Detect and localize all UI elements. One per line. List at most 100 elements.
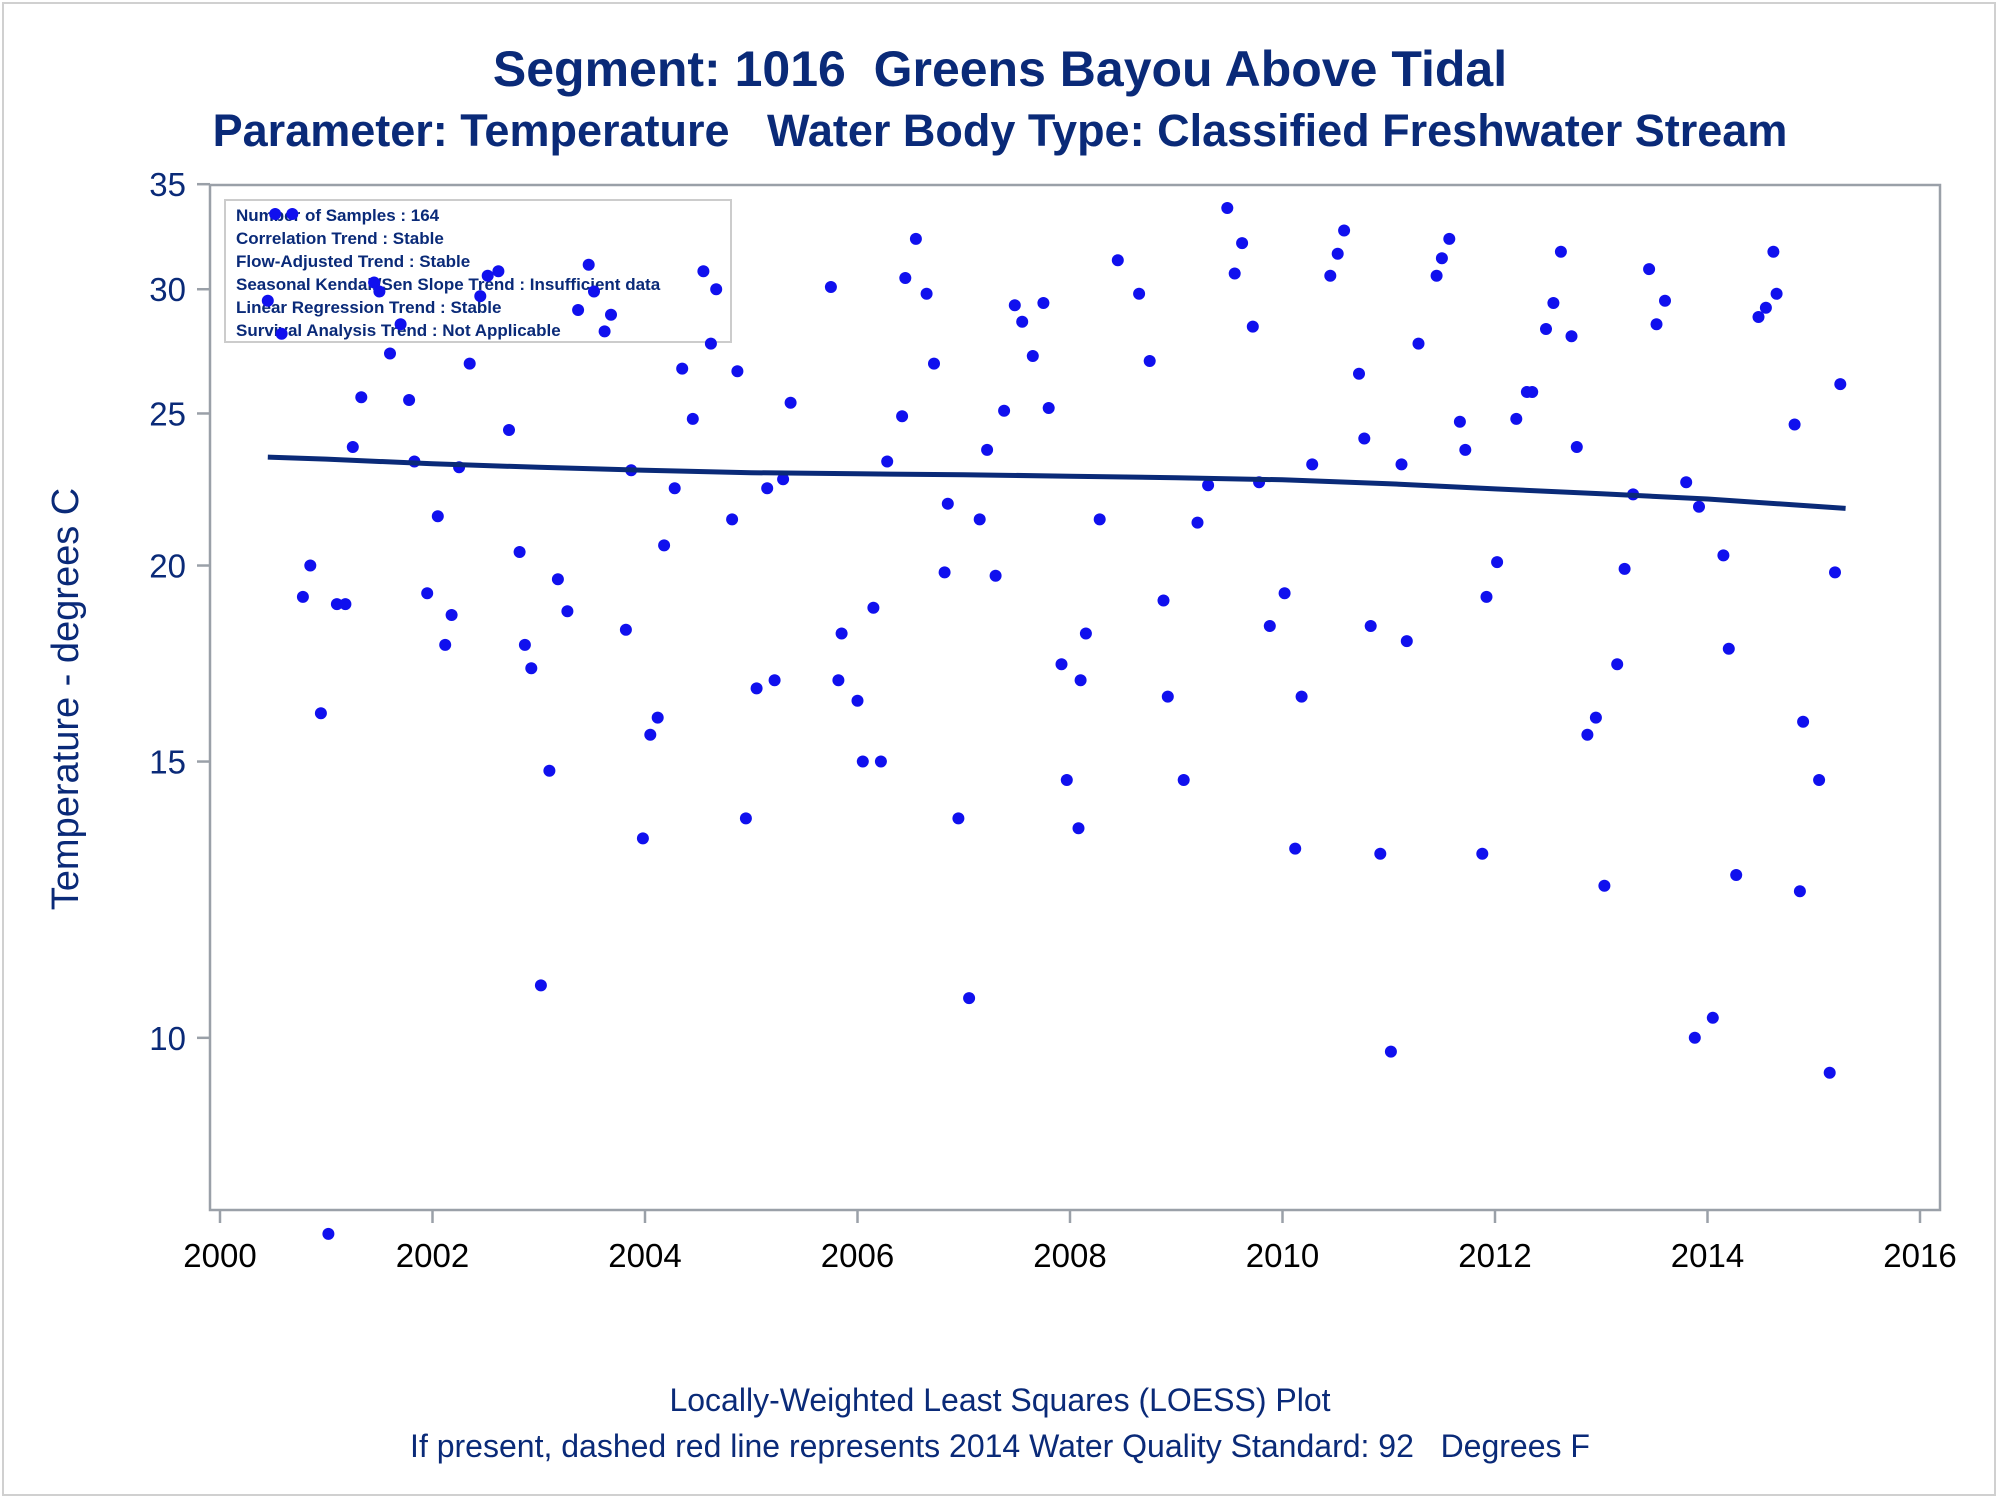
data-point (1358, 432, 1371, 445)
data-point (1324, 269, 1337, 282)
data-point (1074, 674, 1087, 687)
axis-ticks: 2000 2002 2004 2006 2008 2010 2012 2014 2016 10 15… (149, 166, 1956, 1274)
data-point (1643, 263, 1656, 276)
data-point (1143, 355, 1156, 367)
data-point (1364, 620, 1377, 632)
y-tick-label: 25 (149, 395, 186, 432)
data-point (481, 269, 494, 282)
data-point (1813, 774, 1826, 786)
inset-box (224, 199, 732, 343)
data-point (851, 694, 864, 707)
x-tick-label: 2008 (1033, 1237, 1106, 1274)
data-point (518, 638, 531, 651)
data-point (1016, 315, 1029, 328)
chart-subtitle: Parameter: Temperature Water Body Type: … (212, 105, 1788, 156)
data-point (1823, 1066, 1836, 1079)
data-point (314, 707, 327, 720)
data-point (1263, 620, 1276, 632)
data-point (832, 674, 845, 687)
data-point (938, 566, 951, 579)
data-point (1374, 847, 1387, 860)
inset-line: Correlation Trend : Stable (236, 229, 444, 248)
footnote-standard: If present, dashed red line represents 2… (410, 1428, 1590, 1464)
plot-area (208, 183, 1942, 1212)
data-point (1177, 774, 1190, 786)
data-point (963, 992, 976, 1005)
data-point (296, 590, 309, 603)
data-point (269, 208, 282, 220)
data-point (686, 412, 699, 425)
data-point (339, 598, 352, 611)
data-point (1093, 513, 1106, 526)
data-point (1770, 287, 1783, 300)
data-point (1659, 294, 1671, 307)
data-point (1598, 879, 1611, 892)
data-point (726, 513, 739, 526)
data-point (1829, 566, 1841, 579)
data-point (899, 272, 912, 284)
data-point (1221, 202, 1234, 214)
data-point (1306, 458, 1319, 471)
data-point (1228, 267, 1241, 280)
data-point (920, 287, 933, 300)
data-point (644, 728, 657, 741)
y-axis-title: Temperature - degrees C (45, 488, 87, 910)
y-tick-label: 15 (149, 744, 186, 781)
sample-points (261, 202, 1847, 1240)
data-point (368, 276, 381, 289)
inset-line: Linear Regression Trend : Stable (236, 298, 501, 317)
data-point (463, 357, 476, 370)
data-point (1476, 847, 1489, 860)
trend-inset: Number of Samples : 164 Correlation Trend… (224, 199, 732, 343)
data-point (768, 674, 781, 687)
data-point (704, 337, 717, 350)
data-point (835, 627, 848, 640)
data-point (384, 347, 396, 360)
data-point (1055, 658, 1068, 671)
data-point (1037, 297, 1050, 309)
data-point (1688, 1031, 1701, 1044)
data-point (394, 318, 407, 331)
data-point (952, 812, 965, 825)
data-point (605, 308, 617, 321)
data-point (1295, 690, 1308, 703)
data-point (534, 979, 547, 992)
data-point (543, 764, 556, 777)
loess-curve (267, 454, 1846, 511)
y-tick-label: 35 (149, 166, 186, 203)
data-point (1797, 715, 1810, 728)
data-point (403, 394, 416, 406)
data-point (1717, 549, 1730, 562)
data-point (588, 285, 600, 298)
data-point (739, 812, 752, 825)
data-point (1589, 711, 1602, 724)
data-point (1730, 869, 1743, 881)
y-tick-label: 10 (149, 1020, 186, 1057)
data-point (619, 623, 632, 636)
data-point (1353, 367, 1365, 380)
data-point (1202, 479, 1215, 492)
data-point (373, 285, 386, 298)
data-point (330, 598, 343, 611)
data-point (1547, 297, 1560, 309)
data-point (731, 365, 744, 378)
data-point (1491, 556, 1504, 569)
data-point (981, 443, 994, 456)
data-point (1042, 402, 1055, 414)
data-point (1443, 232, 1456, 245)
data-point (304, 559, 317, 572)
x-tick-label: 2006 (821, 1237, 894, 1274)
x-tick-label: 2016 (1883, 1237, 1956, 1274)
data-point (824, 281, 837, 293)
data-point (598, 325, 611, 338)
x-tick-label: 2012 (1458, 1237, 1531, 1274)
y-tick-label: 20 (149, 548, 186, 585)
inset-line: Seasonal Kendall/Sen Slope Trend : Insuf… (236, 275, 661, 294)
inset-line: Flow-Adjusted Trend : Stable (236, 252, 470, 271)
data-point (989, 569, 1002, 582)
data-point (697, 265, 710, 278)
data-point (1752, 311, 1765, 323)
data-point (445, 609, 458, 621)
data-point (1133, 287, 1146, 300)
